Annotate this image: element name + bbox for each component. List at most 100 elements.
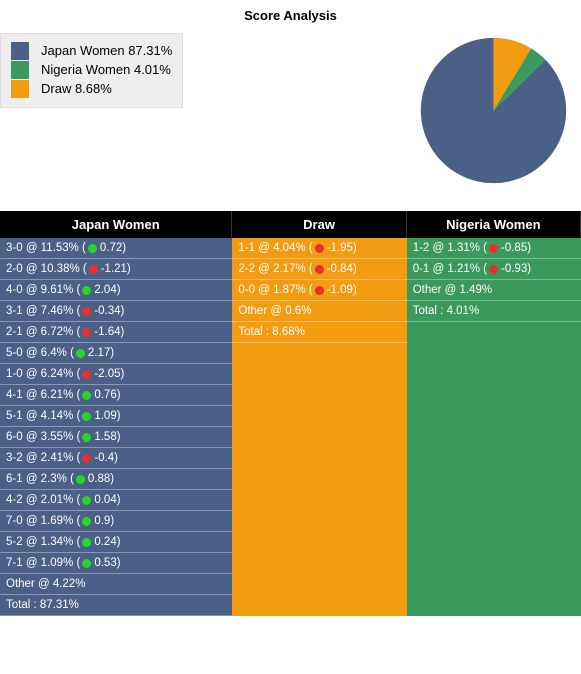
score-text: 2-0 @ 10.38% ( [6, 263, 87, 275]
score-text: 7-0 @ 1.69% ( [6, 515, 80, 527]
trend-down-icon [82, 328, 91, 337]
score-text: 1-0 @ 6.24% ( [6, 368, 80, 380]
trend-up-icon [82, 286, 91, 295]
score-delta: -0.84) [327, 263, 357, 275]
trend-up-icon [82, 517, 91, 526]
score-delta: 0.72) [100, 242, 126, 254]
score-row: Total : 87.31% [0, 595, 232, 616]
score-text: 4-0 @ 9.61% ( [6, 284, 80, 296]
trend-down-icon [82, 307, 91, 316]
score-row: Other @ 4.22% [0, 574, 232, 595]
trend-down-icon [489, 244, 498, 253]
pie-svg [416, 33, 571, 188]
trend-up-icon [82, 496, 91, 505]
score-text: Total : 87.31% [6, 599, 79, 611]
trend-down-icon [315, 286, 324, 295]
legend-labels: Japan Women 87.31%Nigeria Women 4.01%Dra… [41, 42, 172, 99]
score-delta: 0.88) [88, 473, 114, 485]
trend-up-icon [82, 391, 91, 400]
score-delta: -2.05) [94, 368, 124, 380]
score-row: 7-0 @ 1.69% ( 0.9) [0, 511, 232, 532]
trend-down-icon [315, 244, 324, 253]
legend-swatches [11, 42, 29, 99]
score-text: 4-1 @ 6.21% ( [6, 389, 80, 401]
score-row: 1-2 @ 1.31% ( -0.85) [407, 238, 581, 259]
score-column: Japan Women 3-0 @ 11.53% ( 0.72) 2-0 @ 10.… [0, 211, 232, 616]
trend-up-icon [82, 559, 91, 568]
trend-down-icon [489, 265, 498, 274]
column-body: 3-0 @ 11.53% ( 0.72) 2-0 @ 10.38% ( -1.21… [0, 238, 232, 616]
score-text: 0-0 @ 1.87% ( [238, 284, 312, 296]
score-delta: -1.95) [327, 242, 357, 254]
score-delta: 2.17) [88, 347, 114, 359]
score-row: 1-1 @ 4.04% ( -1.95) [232, 238, 406, 259]
score-text: 0-1 @ 1.21% ( [413, 263, 487, 275]
score-row: 1-0 @ 6.24% ( -2.05) [0, 364, 232, 385]
score-text: Other @ 0.6% [238, 305, 311, 317]
trend-down-icon [315, 265, 324, 274]
trend-down-icon [89, 265, 98, 274]
legend-label: Nigeria Women 4.01% [41, 61, 172, 79]
score-columns: Japan Women 3-0 @ 11.53% ( 0.72) 2-0 @ 10.… [0, 211, 581, 616]
score-row: 4-1 @ 6.21% ( 0.76) [0, 385, 232, 406]
score-delta: -1.09) [327, 284, 357, 296]
score-delta: -0.34) [94, 305, 124, 317]
score-row: 0-0 @ 1.87% ( -1.09) [232, 280, 406, 301]
legend-swatch [11, 80, 29, 98]
score-row: 5-2 @ 1.34% ( 0.24) [0, 532, 232, 553]
column-body: 1-1 @ 4.04% ( -1.95)2-2 @ 2.17% ( -0.84)… [232, 238, 406, 616]
score-row: 2-2 @ 2.17% ( -0.84) [232, 259, 406, 280]
score-delta: 0.53) [94, 557, 120, 569]
trend-up-icon [76, 349, 85, 358]
score-delta: 0.04) [94, 494, 120, 506]
column-header: Japan Women [0, 211, 232, 238]
score-text: 2-1 @ 6.72% ( [6, 326, 80, 338]
score-delta: -0.4) [94, 452, 118, 464]
score-row: 4-2 @ 2.01% ( 0.04) [0, 490, 232, 511]
score-row: 7-1 @ 1.09% ( 0.53) [0, 553, 232, 574]
score-row: Other @ 0.6% [232, 301, 406, 322]
legend-box: Japan Women 87.31%Nigeria Women 4.01%Dra… [0, 33, 183, 108]
score-text: 6-0 @ 3.55% ( [6, 431, 80, 443]
score-text: 7-1 @ 1.09% ( [6, 557, 80, 569]
score-delta: -0.85) [501, 242, 531, 254]
legend-label: Draw 8.68% [41, 80, 172, 98]
top-section: Japan Women 87.31%Nigeria Women 4.01%Dra… [0, 33, 581, 211]
column-header: Nigeria Women [407, 211, 581, 238]
score-row: 0-1 @ 1.21% ( -0.93) [407, 259, 581, 280]
trend-up-icon [82, 412, 91, 421]
trend-up-icon [82, 538, 91, 547]
score-text: 3-0 @ 11.53% ( [6, 242, 86, 254]
score-text: Other @ 1.49% [413, 284, 492, 296]
score-delta: 1.58) [94, 431, 120, 443]
trend-down-icon [82, 454, 91, 463]
score-delta: -0.93) [501, 263, 531, 275]
score-row: 5-0 @ 6.4% ( 2.17) [0, 343, 232, 364]
trend-up-icon [82, 433, 91, 442]
score-text: 5-2 @ 1.34% ( [6, 536, 80, 548]
score-text: 3-1 @ 7.46% ( [6, 305, 80, 317]
score-row: 3-1 @ 7.46% ( -0.34) [0, 301, 232, 322]
score-row: Total : 8.68% [232, 322, 406, 343]
score-text: Other @ 4.22% [6, 578, 85, 590]
legend-label: Japan Women 87.31% [41, 42, 172, 60]
score-row: Other @ 1.49% [407, 280, 581, 301]
score-row: 6-0 @ 3.55% ( 1.58) [0, 427, 232, 448]
score-text: 5-1 @ 4.14% ( [6, 410, 80, 422]
trend-up-icon [88, 244, 97, 253]
score-row: 3-2 @ 2.41% ( -0.4) [0, 448, 232, 469]
score-delta: 1.09) [94, 410, 120, 422]
score-text: 5-0 @ 6.4% ( [6, 347, 74, 359]
score-delta: 0.76) [94, 389, 120, 401]
legend-swatch [11, 42, 29, 60]
score-text: 6-1 @ 2.3% ( [6, 473, 74, 485]
score-column: Nigeria Women1-2 @ 1.31% ( -0.85)0-1 @ 1… [407, 211, 581, 616]
score-delta: 0.24) [94, 536, 120, 548]
score-delta: -1.21) [101, 263, 131, 275]
score-text: Total : 8.68% [238, 326, 304, 338]
score-text: 3-2 @ 2.41% ( [6, 452, 80, 464]
score-row: 6-1 @ 2.3% ( 0.88) [0, 469, 232, 490]
score-column: Draw1-1 @ 4.04% ( -1.95)2-2 @ 2.17% ( -0… [232, 211, 406, 616]
score-delta: 2.04) [94, 284, 120, 296]
column-header: Draw [232, 211, 406, 238]
